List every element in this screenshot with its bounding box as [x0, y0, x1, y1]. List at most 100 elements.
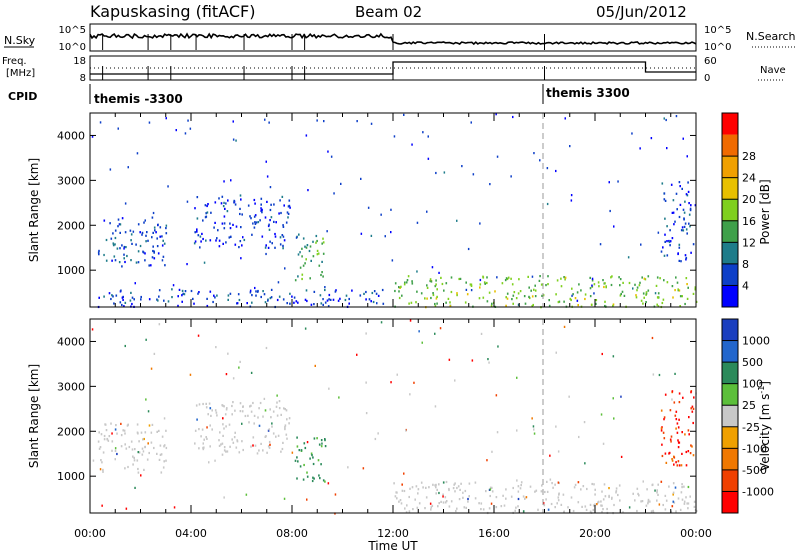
data-cell	[164, 264, 166, 267]
data-cell	[322, 275, 324, 278]
data-cell	[673, 463, 675, 466]
data-cell	[148, 121, 151, 124]
data-cell	[551, 482, 553, 485]
data-cell	[478, 502, 480, 505]
data-cell	[602, 279, 604, 282]
data-cell	[268, 446, 271, 449]
data-cell	[136, 431, 139, 434]
data-cell	[222, 242, 224, 245]
data-cell	[209, 424, 211, 427]
data-cell	[506, 292, 509, 295]
data-cell	[681, 187, 683, 190]
data-cell	[91, 328, 94, 331]
data-cell	[120, 445, 123, 448]
data-cell	[495, 113, 497, 116]
data-cell	[685, 277, 688, 280]
data-cell	[464, 489, 467, 493]
data-cell	[117, 218, 120, 221]
y-tick-label: 4000	[57, 129, 85, 142]
data-cell	[516, 479, 518, 482]
data-cell	[301, 277, 303, 281]
data-cell	[662, 298, 665, 301]
data-cell	[560, 285, 563, 288]
data-cell	[136, 152, 139, 155]
data-cell	[435, 492, 437, 495]
data-cell	[229, 445, 231, 448]
data-cell	[274, 232, 276, 236]
data-cell	[435, 486, 437, 489]
data-cell	[103, 438, 106, 441]
colorbar-swatch	[722, 263, 738, 286]
data-cell	[253, 422, 255, 425]
data-cell	[250, 217, 252, 220]
data-cell	[287, 205, 290, 208]
data-cell	[654, 292, 657, 295]
data-cell	[619, 294, 622, 297]
data-cell	[594, 488, 596, 491]
data-cell	[252, 401, 254, 405]
data-cell	[684, 254, 687, 257]
data-cell	[487, 358, 489, 361]
data-cell	[671, 458, 673, 461]
data-cell	[380, 321, 383, 324]
data-cell	[676, 208, 678, 211]
data-cell	[405, 511, 408, 514]
data-cell	[620, 455, 623, 458]
data-cell	[501, 282, 504, 285]
data-cell	[282, 298, 285, 301]
data-cell	[141, 233, 143, 236]
x-tick-label: 12:00	[377, 527, 409, 540]
data-cell	[537, 508, 539, 511]
data-cell	[486, 300, 489, 303]
data-cell	[197, 292, 199, 295]
data-cell	[258, 449, 260, 452]
data-cell	[305, 246, 308, 249]
data-cell	[124, 443, 126, 446]
data-cell	[225, 425, 227, 428]
data-cell	[642, 480, 644, 483]
nsearch-tick-bottom: 10^0	[704, 42, 731, 53]
data-cell	[442, 493, 444, 496]
data-cell	[540, 283, 543, 286]
data-cell	[672, 211, 675, 214]
x-axis-title: Time UT	[367, 539, 418, 553]
data-cell	[289, 292, 291, 295]
data-cell	[491, 490, 494, 493]
data-cell	[147, 410, 150, 413]
data-cell	[110, 297, 112, 301]
data-cell	[445, 480, 448, 484]
data-cell	[511, 298, 513, 301]
data-cell	[269, 219, 271, 222]
colorbar-swatch	[722, 319, 738, 341]
data-cell	[137, 471, 140, 474]
data-cell	[316, 249, 319, 252]
data-cell	[235, 446, 238, 449]
data-cell	[435, 483, 437, 486]
data-cell	[535, 489, 538, 492]
data-cell	[194, 207, 196, 210]
data-cell	[165, 224, 168, 227]
data-cell	[226, 450, 229, 453]
data-cell	[441, 282, 444, 286]
data-cell	[602, 498, 605, 501]
data-cell	[158, 289, 161, 292]
data-cell	[267, 224, 270, 228]
data-cell	[370, 122, 373, 125]
data-cell	[279, 199, 281, 202]
data-cell	[486, 459, 488, 462]
data-cell	[632, 492, 634, 495]
data-cell	[672, 482, 675, 485]
data-cell	[685, 450, 688, 454]
data-cell	[645, 301, 647, 304]
data-cell	[430, 296, 432, 300]
data-cell	[186, 263, 188, 266]
data-cell	[670, 510, 673, 513]
data-cell	[644, 278, 647, 281]
data-cell	[243, 238, 246, 242]
data-cell	[264, 301, 267, 304]
data-cell	[405, 429, 407, 432]
data-cell	[134, 448, 136, 451]
data-cell	[316, 437, 318, 440]
data-cell	[572, 509, 575, 513]
data-cell	[376, 302, 378, 305]
